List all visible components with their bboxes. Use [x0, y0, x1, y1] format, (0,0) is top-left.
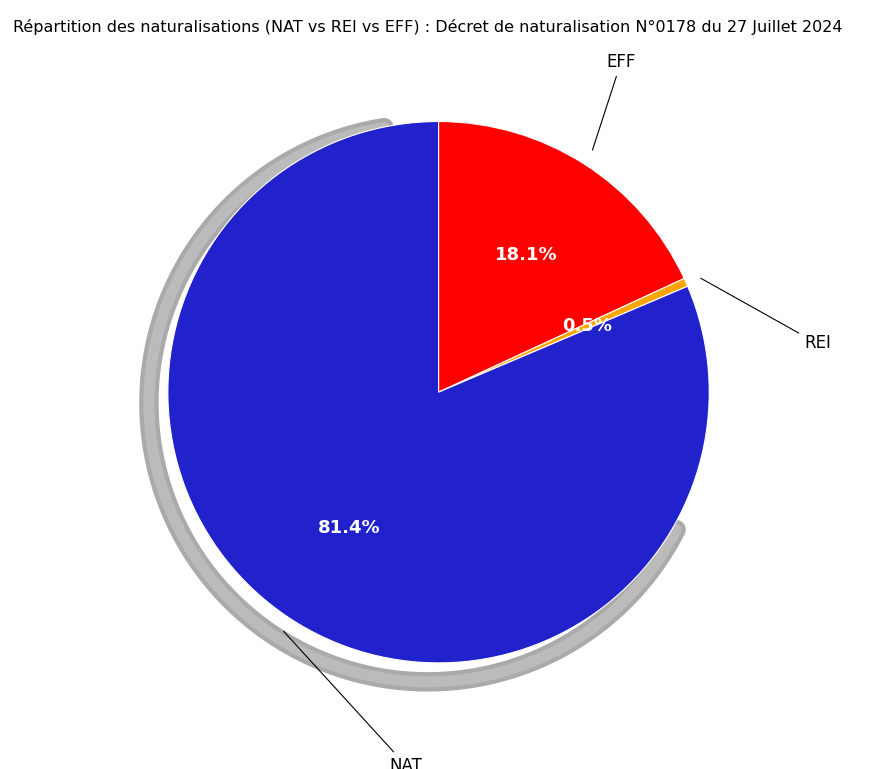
- Wedge shape: [438, 278, 687, 392]
- Text: NAT: NAT: [283, 631, 422, 769]
- Text: EFF: EFF: [592, 53, 635, 150]
- Text: REI: REI: [700, 278, 830, 352]
- Wedge shape: [168, 122, 708, 663]
- Text: 0.5%: 0.5%: [561, 318, 611, 335]
- Text: 81.4%: 81.4%: [317, 518, 380, 537]
- Text: Répartition des naturalisations (NAT vs REI vs EFF) : Décret de naturalisation N: Répartition des naturalisations (NAT vs …: [13, 19, 842, 35]
- Wedge shape: [438, 122, 683, 392]
- Text: 18.1%: 18.1%: [494, 246, 557, 265]
